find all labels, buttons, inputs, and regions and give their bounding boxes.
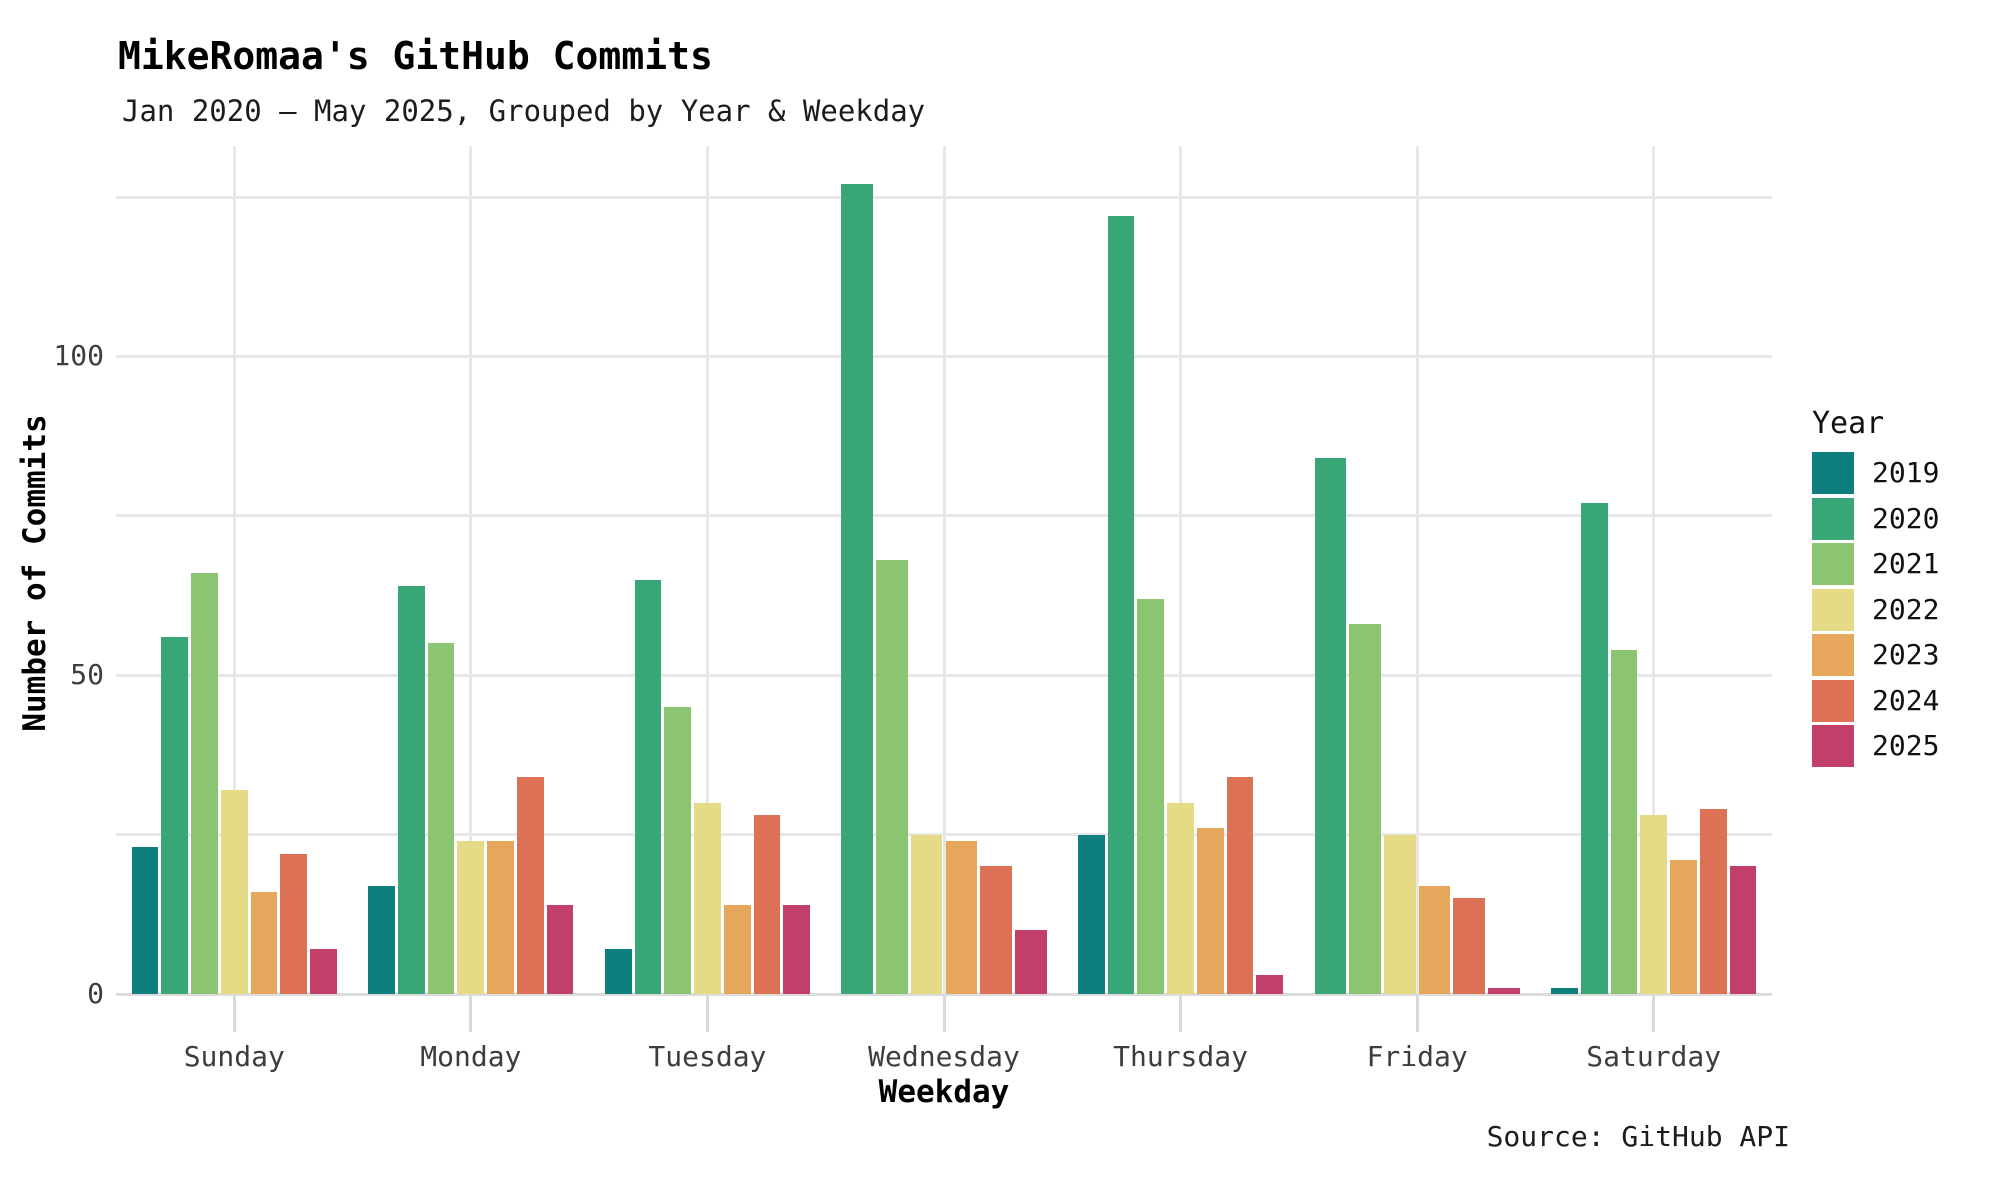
- bar-2020-saturday: [1580, 503, 1608, 994]
- x-tick-mark: [1415, 994, 1419, 1032]
- legend-label-2024: 2024: [1872, 683, 1940, 717]
- bar-2024-friday: [1453, 898, 1486, 994]
- bar-2022-friday: [1383, 834, 1416, 994]
- y-tick-label-100: 100: [53, 339, 104, 373]
- bar-2019-thursday: [1077, 834, 1105, 994]
- legend-swatch-2025: [1812, 725, 1854, 767]
- bar-2021-sunday: [191, 573, 218, 994]
- legend-label-2023: 2023: [1872, 638, 1940, 671]
- bar-2025-friday: [1488, 987, 1520, 994]
- x-tick-label-saturday: Saturday: [1586, 1040, 1722, 1073]
- legend-swatch-2020: [1812, 497, 1854, 540]
- bar-2021-monday: [427, 643, 455, 994]
- x-axis-title: Weekday: [878, 1074, 1010, 1110]
- gridline-vertical: [942, 146, 946, 994]
- x-tick-label-tuesday: Tuesday: [648, 1040, 767, 1073]
- bar-2020-monday: [398, 585, 425, 994]
- bar-2025-saturday: [1729, 866, 1757, 994]
- source-caption: Source: GitHub API: [1486, 1120, 1790, 1153]
- x-tick-mark: [1652, 994, 1656, 1032]
- bar-2025-monday: [546, 904, 574, 994]
- legend-label-2025: 2025: [1872, 729, 1940, 762]
- y-tick-label-50: 50: [70, 658, 104, 692]
- gridline-vertical: [1179, 146, 1183, 994]
- bar-2020-sunday: [161, 636, 189, 994]
- x-tick-label-sunday: Sunday: [183, 1040, 285, 1073]
- legend-label-2020: 2020: [1872, 501, 1940, 535]
- bar-2020-tuesday: [634, 579, 662, 994]
- bar-2021-saturday: [1610, 649, 1638, 994]
- bar-2020-thursday: [1107, 216, 1135, 994]
- bar-2024-saturday: [1699, 809, 1727, 994]
- bar-2019-monday: [368, 885, 395, 994]
- bar-2025-wednesday: [1014, 930, 1047, 994]
- gridline-vertical: [705, 146, 709, 994]
- gridline-vertical: [469, 146, 473, 994]
- bar-2023-friday: [1418, 885, 1451, 994]
- x-tick-mark: [705, 994, 709, 1032]
- x-tick-mark: [469, 994, 473, 1032]
- x-tick-mark: [232, 994, 236, 1032]
- legend-label-2019: 2019: [1872, 456, 1940, 489]
- bar-2022-thursday: [1167, 802, 1194, 994]
- y-axis-title: Number of Commits: [17, 414, 53, 732]
- x-tick-mark: [1179, 994, 1183, 1032]
- bar-2024-monday: [516, 777, 544, 994]
- legend-label-2021: 2021: [1872, 547, 1940, 580]
- x-tick-label-wednesday: Wednesday: [868, 1040, 1020, 1073]
- bar-2019-tuesday: [604, 949, 632, 994]
- legend-swatch-2023: [1812, 634, 1854, 676]
- gridline-vertical: [1652, 146, 1656, 994]
- x-tick-label-thursday: Thursday: [1113, 1040, 1248, 1073]
- bar-2022-monday: [457, 840, 485, 994]
- bar-2019-sunday: [131, 847, 159, 994]
- bar-2022-wednesday: [910, 834, 943, 994]
- bar-2025-sunday: [310, 949, 337, 994]
- bar-2025-tuesday: [783, 904, 810, 994]
- bar-2023-thursday: [1196, 828, 1224, 994]
- x-tick-label-monday: Monday: [420, 1040, 522, 1073]
- bar-2025-thursday: [1256, 974, 1284, 994]
- bar-2024-sunday: [280, 853, 308, 994]
- bar-2023-saturday: [1670, 860, 1697, 994]
- bar-2021-thursday: [1137, 598, 1165, 994]
- bar-2024-thursday: [1226, 777, 1254, 994]
- bar-2021-tuesday: [664, 707, 692, 994]
- chart-subtitle: Jan 2020 — May 2025, Grouped by Year & W…: [122, 94, 926, 128]
- legend-swatch-2021: [1812, 543, 1854, 585]
- bar-2023-sunday: [250, 891, 278, 994]
- x-tick-mark: [942, 994, 946, 1032]
- bar-2019-saturday: [1551, 987, 1578, 994]
- bar-2020-wednesday: [841, 184, 874, 994]
- bar-2024-tuesday: [753, 815, 781, 994]
- legend-title: Year: [1812, 406, 1885, 441]
- legend-swatch-2024: [1812, 679, 1854, 722]
- bar-2022-tuesday: [694, 802, 721, 994]
- bar-2024-wednesday: [980, 866, 1012, 994]
- y-tick-label-0: 0: [87, 977, 104, 1010]
- bar-2020-friday: [1314, 458, 1347, 994]
- chart-title: MikeRomaa's GitHub Commits: [118, 34, 713, 78]
- bar-2022-sunday: [220, 789, 248, 994]
- bar-2023-monday: [487, 840, 514, 994]
- legend-label-2022: 2022: [1872, 592, 1940, 626]
- bar-2021-friday: [1349, 624, 1381, 994]
- legend-swatch-2019: [1812, 452, 1854, 494]
- x-tick-label-friday: Friday: [1366, 1040, 1468, 1073]
- bar-2021-wednesday: [876, 560, 908, 994]
- gridline-vertical: [1415, 146, 1419, 994]
- bar-2023-wednesday: [945, 840, 978, 994]
- legend-swatch-2022: [1812, 588, 1854, 631]
- bar-2022-saturday: [1640, 815, 1668, 994]
- bar-2023-tuesday: [723, 904, 751, 994]
- gridline-vertical: [232, 146, 236, 994]
